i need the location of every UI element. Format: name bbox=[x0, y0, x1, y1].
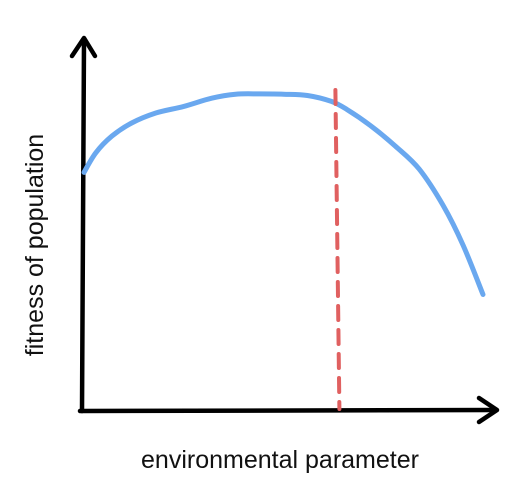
dashed-vertical-marker-0 bbox=[333, 88, 342, 411]
y-axis-line bbox=[79, 37, 87, 414]
x-axis-line bbox=[77, 407, 499, 414]
x-axis-arrowhead bbox=[476, 395, 500, 425]
y-axis-arrowhead bbox=[69, 35, 98, 59]
chart-plot-area bbox=[81, 88, 486, 411]
x-axis-label: environmental parameter bbox=[141, 446, 419, 474]
chart-axes bbox=[69, 35, 500, 425]
y-axis-label: fitness of population bbox=[21, 134, 49, 356]
fitness-curve-line-0 bbox=[81, 91, 486, 297]
